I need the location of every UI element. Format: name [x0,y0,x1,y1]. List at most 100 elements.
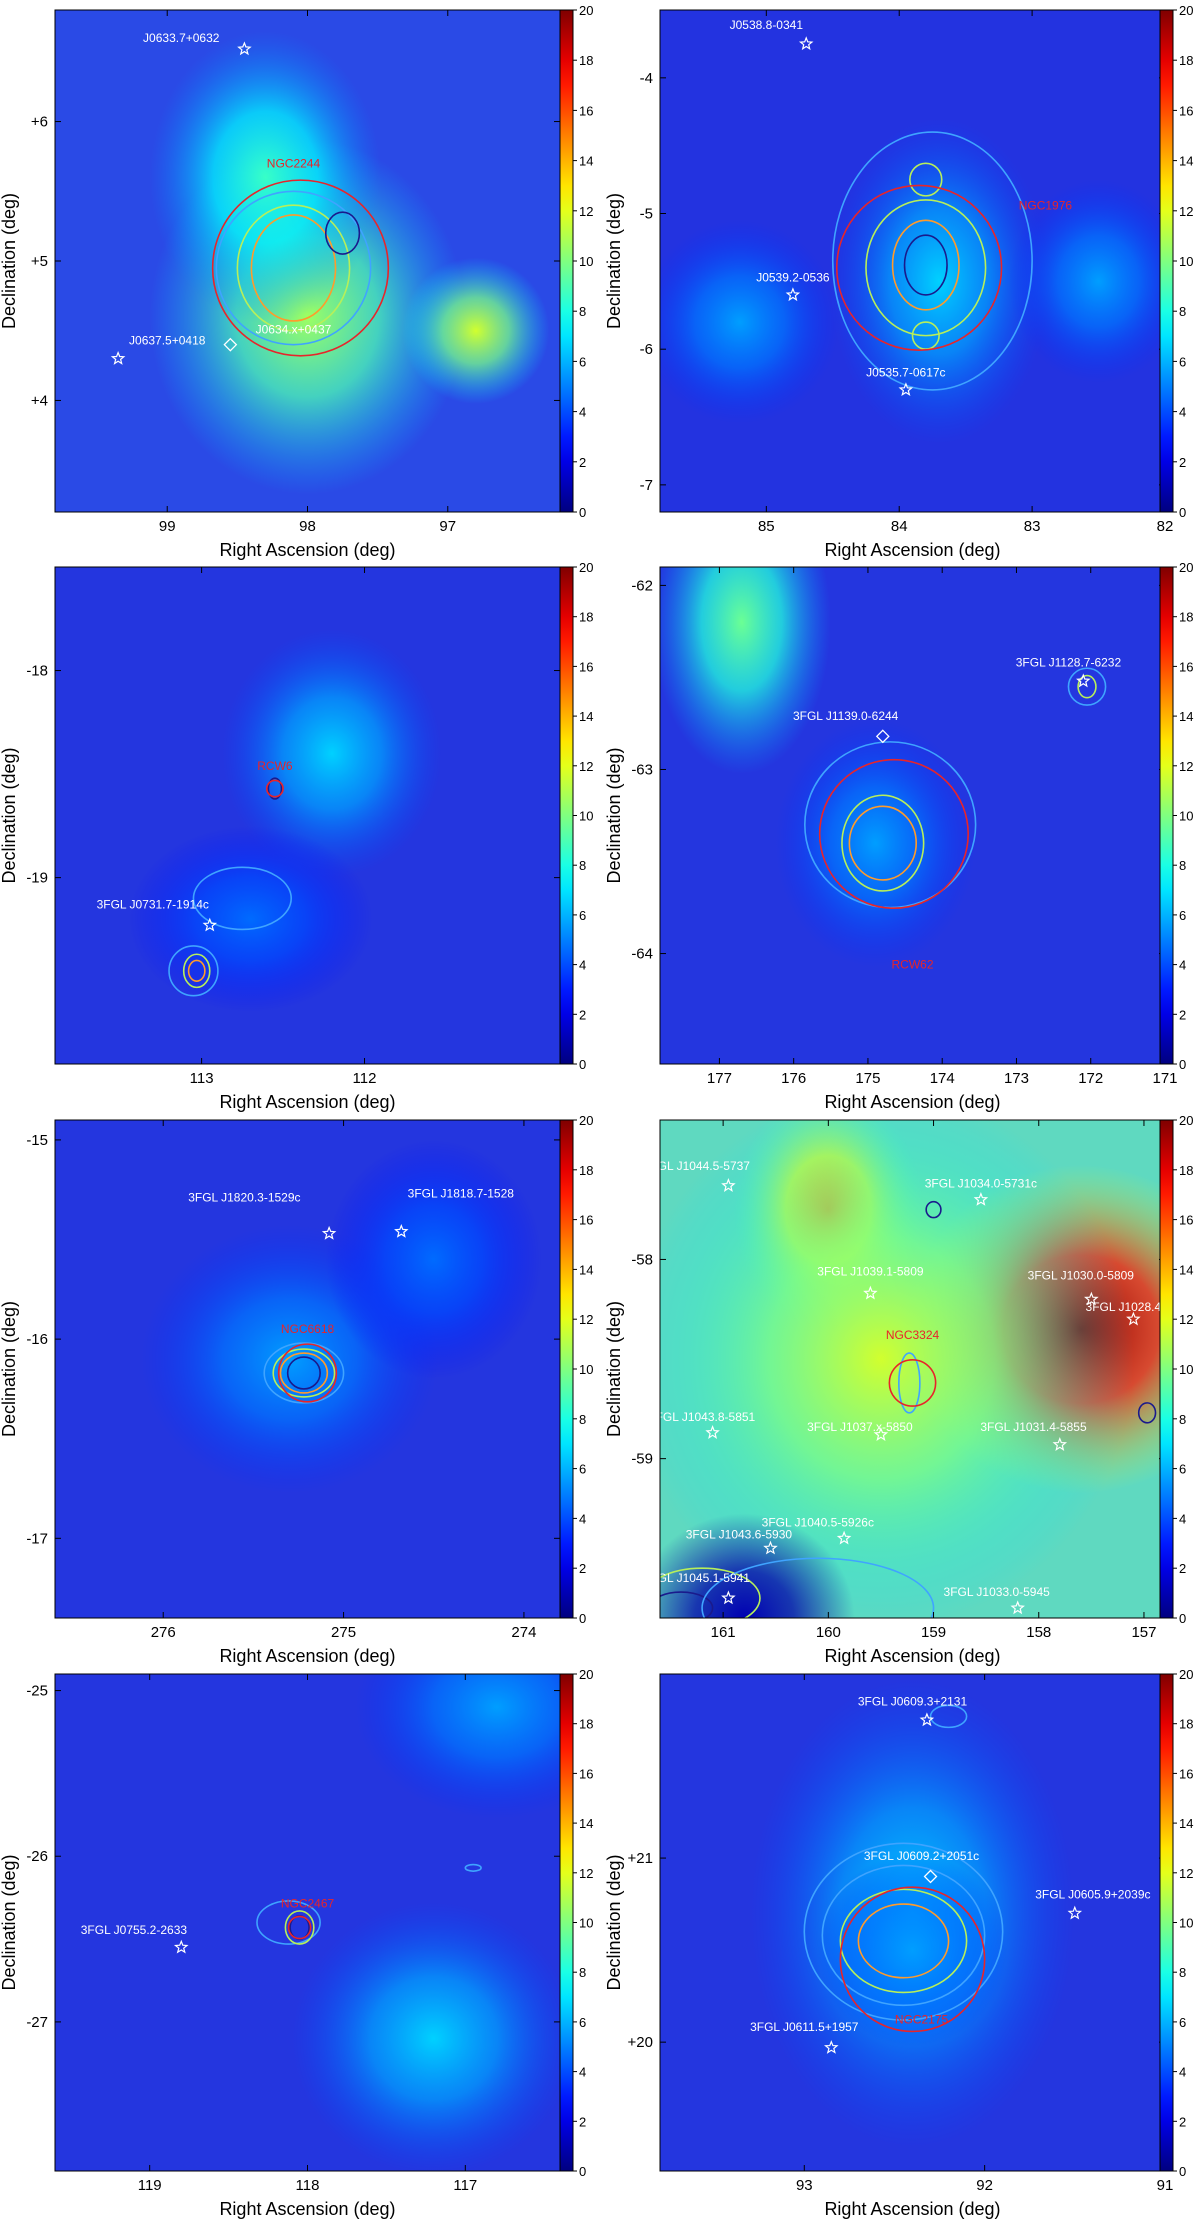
x-tick-label: 113 [190,1070,214,1087]
contour [1077,674,1097,699]
x-tick-label: 173 [1004,1070,1029,1087]
x-tick-label: 160 [816,1624,841,1641]
colorbar-tick-label: 10 [1179,809,1193,824]
colorbar-tick-label: 6 [579,908,586,923]
intensity-blob [291,1901,560,2171]
y-axis-label: Declination (deg) [604,747,624,883]
y-tick-label: +4 [31,392,48,409]
colorbar-tick-label: 10 [1179,1916,1193,1931]
y-tick-label: -26 [26,1848,48,1865]
source-label: 3FGL J1045.1-5941 [644,1571,751,1585]
colorbar-tick-label: 8 [579,304,586,319]
colorbar-tick-label: 6 [579,354,586,369]
y-tick-label: -62 [631,577,653,594]
plot-area: NGC6618 3FGL J1820.3-1529c 3FGL J1818.7-15… [55,1120,560,1618]
contour [192,866,293,931]
x-tick-label: 158 [1026,1624,1051,1641]
source-label: J0634.x+0437 [256,323,332,337]
plot-area: NGC3324 3FGL J1044.5-5737 3FGL J1034.0-573… [644,1120,1165,1618]
x-axis-label: Right Ascension (deg) [219,1646,395,1666]
contour [1067,667,1107,706]
source-star [237,41,252,56]
x-axis-label: Right Ascension (deg) [824,2199,1000,2219]
region-circle [888,1358,937,1407]
intensity-blob [660,220,840,424]
x-tick-label: 177 [707,1070,732,1087]
colorbar-tick-label: 2 [1179,1561,1186,1576]
source-label: 3FGL J1034.0-5731c [925,1177,1037,1191]
x-tick-label: 84 [891,518,908,535]
source-star [763,1540,778,1555]
contour [909,162,943,197]
contour [256,1900,321,1945]
source-label: 3FGL J1031.4-5855 [980,1420,1087,1434]
intensity-blob [817,1853,1008,2047]
region-label: NGC6618 [281,1322,335,1336]
colorbar-tick-label: 10 [579,809,593,824]
y-tick-label: -7 [640,477,653,494]
colorbar-tick-label: 4 [1179,958,1186,973]
colorbar-tick-label: 10 [579,1362,593,1377]
source-star [898,382,914,397]
x-tick-label: 161 [711,1624,736,1641]
region-circle [287,1915,312,1940]
source-label: 3FGL J1030.0-5809 [1028,1268,1135,1282]
source-star [873,1427,889,1441]
colorbar-tick-label: 6 [579,2015,586,2030]
panel-6: NGC3324 3FGL J1044.5-5737 3FGL J1034.0-573… [604,1113,1193,1666]
source-star [1084,1291,1099,1306]
panel-7: NGC2467 3FGL J0755.2-2633 119 118 117 -25 -26 -… [0,1667,593,2219]
region-circle [211,179,390,357]
plot-area: RCW62 3FGL J1139.0-6244 3FGL J1128.7-6232 [660,567,1165,1064]
colorbar-tick-label: 2 [579,2114,586,2129]
source-label: 3FGL J0755.2-2633 [81,1923,188,1937]
x-tick-label: 83 [1024,518,1041,535]
source-star [824,2040,839,2054]
colorbar-tick-label: 2 [1179,2114,1186,2129]
source-star [1126,1311,1141,1326]
source-label: J0538.8-0341 [730,18,804,32]
y-tick-label: -19 [26,870,48,887]
source-star [321,1225,337,1240]
colorbar-tick-label: 6 [1179,354,1186,369]
y-axis-label: Declination (deg) [0,1854,19,1990]
colorbar-tick-label: 18 [1179,53,1193,68]
x-tick-label: 85 [758,518,775,535]
colorbar-tick-label: 20 [1179,3,1193,18]
region-label: NGC1976 [1019,198,1073,212]
intensity-blob [660,1120,1134,1618]
intensity-blob [221,629,442,878]
x-tick-label: 159 [921,1624,946,1641]
y-tick-label: -25 [26,1683,48,1700]
panel-2: NGC1976 J0538.8-0341 J0539.2-0536 J0535.7-0… [604,3,1193,560]
contour [865,199,987,337]
region-circle [835,184,1003,351]
source-label: 3FGL J0609.3+2131 [858,1694,968,1708]
colorbar-tick-label: 14 [1179,709,1193,724]
colorbar [1159,1119,1174,1619]
intensity-blob [128,825,373,1013]
colorbar-tick-label: 12 [579,1866,593,1881]
colorbar-tick-label: 18 [1179,610,1193,625]
contour [263,1342,345,1404]
source-label: J0539.2-0536 [756,270,830,284]
colorbar-tick-label: 12 [1179,1866,1193,1881]
x-tick-label: 176 [781,1070,806,1087]
source-label: 3FGL J1139.0-6244 [793,709,899,723]
x-tick-label: 92 [976,2177,993,2194]
x-tick-label: 97 [439,518,456,535]
intensity-blob [354,1674,560,1819]
contour [848,805,918,881]
source-label: 3FGL J1044.5-5737 [644,1159,751,1173]
y-tick-label: +20 [628,2034,653,2051]
source-label: J0637.5+0418 [129,334,206,348]
colorbar-tick-label: 0 [1179,2164,1186,2179]
x-tick-label: 157 [1131,1624,1156,1641]
y-axis-label: Declination (deg) [0,1301,19,1437]
colorbar-tick-label: 16 [1179,659,1193,674]
plot-area: RCW6 3FGL J0731.7-1914c [55,567,560,1064]
source-diamond [223,337,238,352]
x-tick-label: 174 [930,1070,955,1087]
region-circle [265,779,284,798]
